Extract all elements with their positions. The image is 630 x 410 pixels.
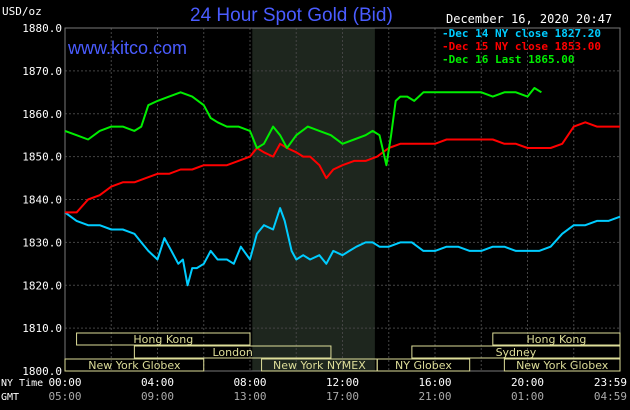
y-tick-label: 1830.0	[22, 236, 62, 249]
y-tick-label: 1880.0	[22, 22, 62, 35]
session-label: New York Globex	[88, 359, 181, 372]
session-label: Hong Kong	[527, 333, 587, 346]
session-label: London	[212, 346, 252, 359]
legend-swatch: -Dec 16 Last 1865.00	[442, 53, 575, 66]
x-tick-ny: 16:00	[418, 376, 451, 389]
chart-timestamp: December 16, 2020 20:47	[446, 12, 613, 26]
x-tick-ny: 08:00	[233, 376, 266, 389]
session-bar	[76, 332, 251, 346]
y-tick-label: 1850.0	[22, 151, 62, 164]
session-label: Hong Kong	[133, 333, 193, 346]
session-bar	[64, 358, 205, 372]
site-watermark: www.kitco.com	[68, 38, 188, 58]
x-tick-gmt: 17:00	[326, 390, 359, 403]
x-tick-gmt: 05:00	[48, 390, 81, 403]
session-bar	[411, 345, 621, 359]
y-tick-label: 1870.0	[22, 65, 62, 78]
y-tick-label: 1810.0	[22, 322, 62, 335]
x-tick-ny: 12:00	[326, 376, 359, 389]
x-tick-ny: 20:00	[511, 376, 544, 389]
x-tick-gmt: 04:59	[594, 390, 627, 403]
series-line	[64, 87, 542, 167]
legend-swatch: -Dec 14 NY close 1827.20	[442, 27, 601, 40]
gmt-label: GMT	[1, 392, 19, 403]
ny-time-label: NY Time	[1, 378, 43, 389]
legend-entry-dec15: -Dec 15 NY close 1853.00	[442, 40, 601, 53]
session-bar	[503, 358, 621, 372]
series-line	[65, 121, 620, 214]
x-tick-gmt: 13:00	[233, 390, 266, 403]
x-tick-gmt: 01:00	[511, 390, 544, 403]
y-tick-label: 1840.0	[22, 194, 62, 207]
legend-entry-dec16: -Dec 16 Last 1865.00	[442, 53, 574, 66]
legend-swatch: -Dec 15 NY close 1853.00	[442, 40, 601, 53]
x-tick-ny: 04:00	[141, 376, 174, 389]
price-series	[64, 87, 621, 287]
chart-title: 24 Hour Spot Gold (Bid)	[190, 5, 393, 26]
legend-entry-dec14: -Dec 14 NY close 1827.20	[442, 27, 601, 40]
x-tick-gmt: 21:00	[418, 390, 451, 403]
y-tick-label: 1860.0	[22, 108, 62, 121]
y-axis-unit: USD/oz	[2, 5, 42, 18]
session-bar	[376, 358, 471, 372]
x-tick-ny: 00:00	[48, 376, 81, 389]
session-label: New York NYMEX	[273, 359, 366, 372]
y-tick-label: 1820.0	[22, 279, 62, 292]
y-axis-ticks: 1800.0 1810.0 1820.0 1830.0 1840.0 1850.0 1860…	[22, 22, 62, 378]
series-line	[64, 207, 621, 287]
x-tick-ny: 23:59	[594, 376, 627, 389]
y-tick-label: 1800.0	[22, 365, 62, 378]
x-tick-gmt: 09:00	[141, 390, 174, 403]
session-label: Sydney	[496, 346, 537, 359]
session-bar	[492, 332, 621, 346]
session-bar	[133, 345, 332, 359]
session-label: New York Globex	[516, 359, 609, 372]
session-label: NY Globex	[395, 359, 452, 372]
